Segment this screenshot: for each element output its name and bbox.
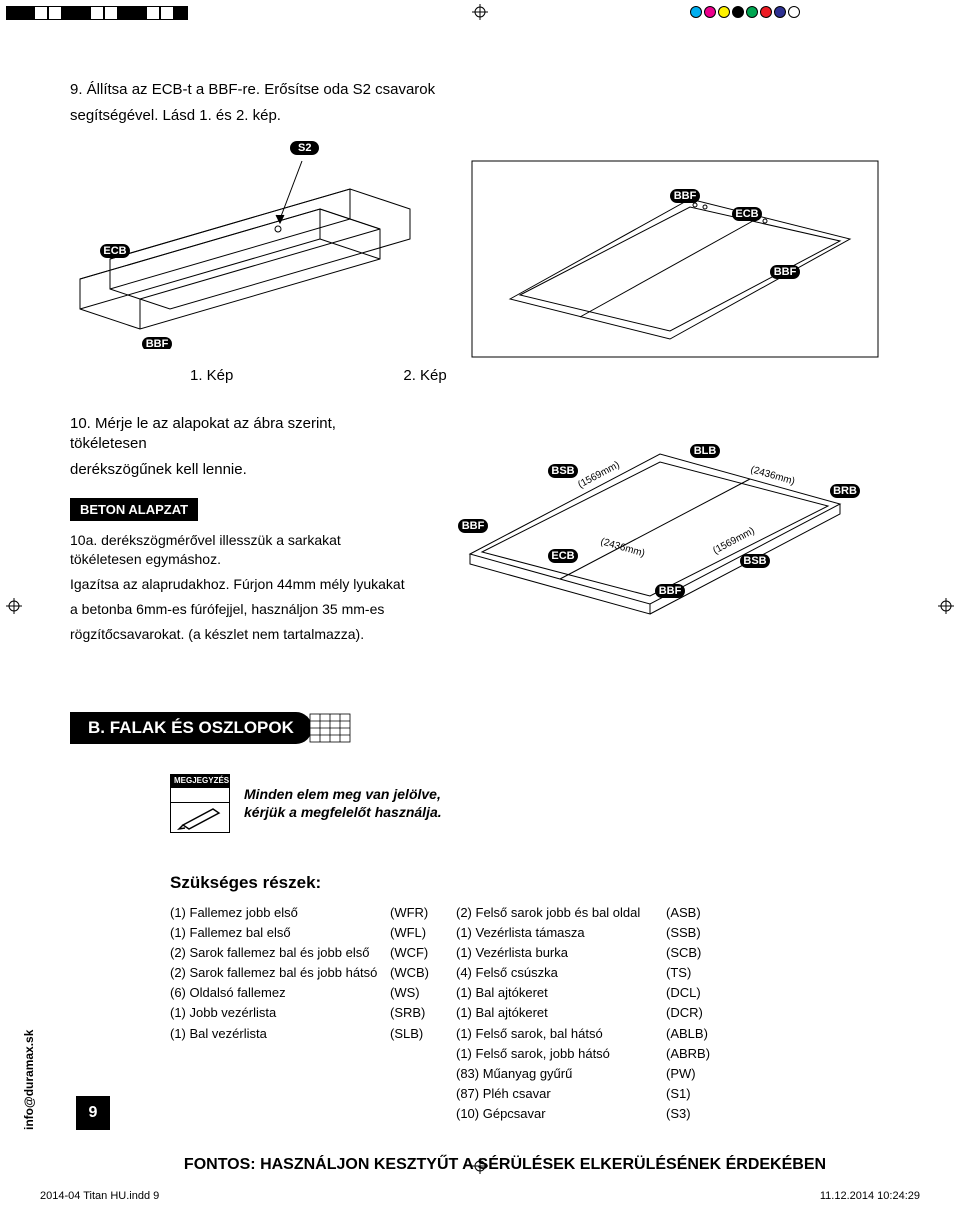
svg-text:BRB: BRB	[833, 485, 857, 497]
parts-title: Szükséges részek:	[170, 873, 890, 893]
parts-left-codes: (WFR) (WFL) (WCF) (WCB) (WS) (SRB) (SLB)	[390, 903, 446, 1125]
svg-text:BBF: BBF	[146, 338, 169, 349]
page-number: 9	[76, 1096, 110, 1130]
svg-text:BSB: BSB	[743, 555, 766, 567]
registration-mark	[472, 4, 488, 20]
note-block: MEGJEGYZÉS Minden elem meg van jelölve, …	[170, 774, 890, 833]
color-circles	[690, 6, 800, 18]
fig2-caption: 2. Kép	[403, 367, 446, 384]
svg-text:ECB: ECB	[735, 208, 758, 220]
figure-captions: 1. Kép 2. Kép	[190, 367, 890, 384]
step10a-l2: Igazítsa az alaprudakhoz. Fúrjon 44mm mé…	[70, 575, 410, 594]
print-footer: 2014-04 Titan HU.indd 9 11.12.2014 10:24…	[40, 1190, 920, 1202]
fig1-caption: 1. Kép	[190, 367, 233, 384]
beton-heading: BETON ALAPZAT	[70, 498, 198, 521]
step10a-l1: 10a. derékszögmérővel illesszük a sarkak…	[70, 531, 410, 569]
note-text: Minden elem meg van jelölve, kérjük a me…	[244, 785, 442, 821]
footer-right: 11.12.2014 10:24:29	[820, 1190, 920, 1202]
registration-mark	[472, 1158, 488, 1174]
svg-text:BBF: BBF	[774, 266, 797, 278]
svg-text:BBF: BBF	[674, 190, 697, 202]
section-b-heading: B. FALAK ÉS OSZLOPOK	[70, 710, 356, 746]
svg-text:ECB: ECB	[103, 245, 126, 257]
figure-2: BBF ECB BBF	[470, 159, 880, 359]
svg-text:(2436mm): (2436mm)	[749, 464, 796, 487]
pencil-note-icon	[170, 787, 230, 833]
svg-text:(2436mm): (2436mm)	[599, 536, 646, 559]
parts-right-names: (2) Felső sarok jobb és bal oldal (1) Ve…	[456, 903, 656, 1125]
step9-line1: 9. Állítsa az ECB-t a BBF-re. Erősítse o…	[70, 80, 890, 100]
svg-text:BBF: BBF	[462, 520, 485, 532]
footer-left: 2014-04 Titan HU.indd 9	[40, 1190, 159, 1202]
step10a-l4: rögzítőcsavarokat. (a készlet nem tartal…	[70, 625, 410, 644]
important-notice: FONTOS: HASZNÁLJON KESZTYŰT A SÉRÜLÉSEK …	[120, 1156, 890, 1174]
svg-text:ECB: ECB	[551, 550, 574, 562]
step9-figures: ECB BBF BBF ECB BBF	[70, 159, 890, 359]
svg-text:BSB: BSB	[551, 465, 574, 477]
parts-list: Szükséges részek: (1) Fallemez jobb első…	[170, 873, 890, 1125]
parts-left-names: (1) Fallemez jobb első (1) Fallemez bal …	[170, 903, 380, 1125]
figure-1: ECB BBF	[70, 159, 440, 349]
svg-text:BBF: BBF	[659, 585, 682, 597]
step9-line2: segítségével. Lásd 1. és 2. kép.	[70, 106, 890, 126]
step10a-l3: a betonba 6mm-es fúrófejjel, használjon …	[70, 600, 410, 619]
registration-mark	[938, 598, 954, 614]
s2-label: S2	[290, 139, 890, 155]
svg-text:BLB: BLB	[694, 445, 717, 457]
side-email: info@duramax.sk	[22, 1030, 36, 1130]
note-badge: MEGJEGYZÉS	[170, 774, 230, 787]
step10-line1: 10. Mérje le az alapokat az ábra szerint…	[70, 414, 410, 455]
wall-icon	[304, 710, 356, 746]
step10-line2: derékszögűnek kell lennie.	[70, 460, 410, 480]
parts-right-codes: (ASB) (SSB) (SCB) (TS) (DCL) (DCR) (ABLB…	[666, 903, 722, 1125]
registration-mark	[6, 598, 22, 614]
figure-base-frame: BSB BLB BRB BBF ECB BBF BSB (1569mm) (24…	[430, 414, 870, 624]
grayscale-swatches	[6, 6, 188, 20]
